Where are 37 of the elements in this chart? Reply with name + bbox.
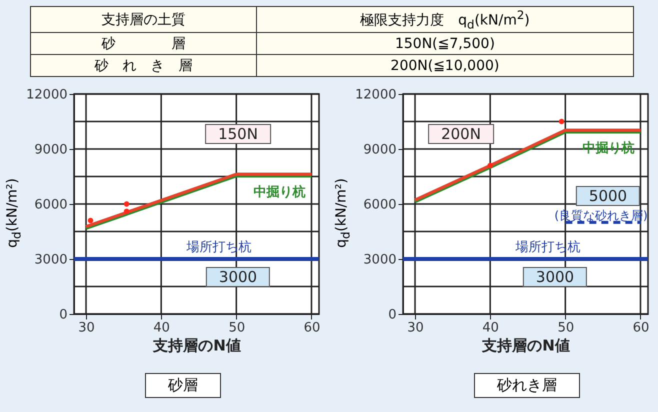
x-tick-label: 50 <box>558 320 574 336</box>
text: 砂層 <box>145 373 221 398</box>
x-axis-title: 支持層のN値 <box>481 336 570 355</box>
y-tick-label: 0 <box>388 308 396 323</box>
x-axis-title: 支持層のN値 <box>152 336 241 355</box>
y-tick-label: 0 <box>59 308 68 323</box>
annotation: 3000 <box>522 267 588 288</box>
x-tick-label: 30 <box>407 320 424 336</box>
text: 砂 層 <box>30 32 256 55</box>
y-tick-label: 3000 <box>363 252 396 268</box>
point <box>88 218 94 224</box>
series-label: 中掘り杭 <box>253 184 306 200</box>
y-tick-label: 9000 <box>363 142 396 158</box>
y-tick-label: 6000 <box>363 198 396 213</box>
annotation: 200N <box>428 124 494 144</box>
y-tick-label: 6000 <box>34 198 68 213</box>
x-tick-label: 30 <box>78 320 95 336</box>
text: 砂れき層 <box>474 373 580 398</box>
text: 極限支持力度 q$_{d}$(kN/m$^{2}$) <box>256 6 634 33</box>
x-tick-label: 50 <box>228 320 246 336</box>
annotation: 150N <box>205 124 271 144</box>
text: 砂 れ き 層 <box>30 54 256 77</box>
y-tick-label: 9000 <box>34 142 68 158</box>
point <box>124 209 130 215</box>
x-tick-label: 40 <box>153 320 170 336</box>
text: 150N(≦7,500) <box>256 32 634 55</box>
text: 支持層の土質 <box>30 6 256 33</box>
x-tick-label: 60 <box>304 320 320 336</box>
x-tick-label: 60 <box>632 320 650 336</box>
y-tick-label: 12000 <box>355 88 396 103</box>
annotation: 3000 <box>206 267 270 288</box>
y-tick-label: 12000 <box>26 88 68 103</box>
annotation: 5000 <box>576 186 640 206</box>
x-tick-label: 40 <box>482 320 499 336</box>
text: 200N(≦10,000) <box>256 54 634 77</box>
y-tick-label: 3000 <box>34 252 68 268</box>
point <box>124 202 130 208</box>
